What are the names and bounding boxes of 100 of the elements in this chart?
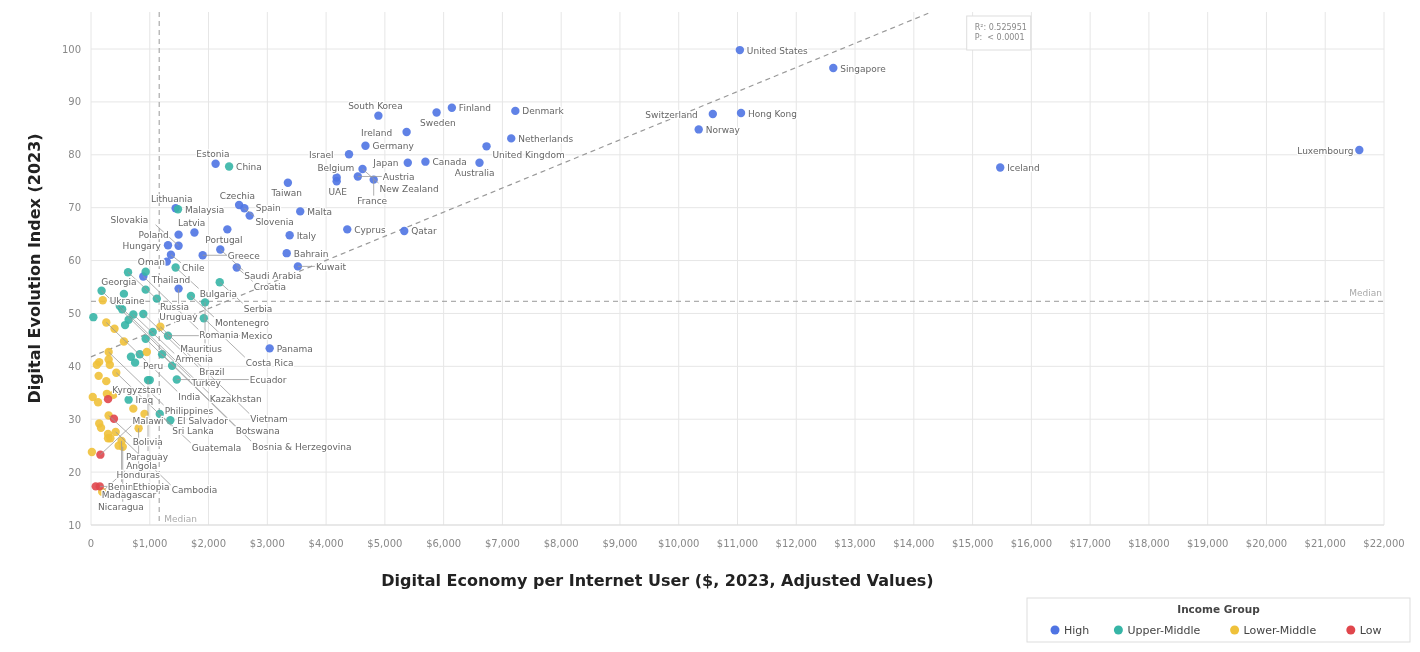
annotation: Mexico — [240, 331, 273, 342]
annotation: Brazil — [199, 367, 225, 378]
annotation: France — [357, 196, 388, 207]
annotation: Singapore — [840, 63, 887, 74]
ref-line-label: Median — [1349, 288, 1382, 299]
x-tick-label: $12,000 — [775, 538, 817, 549]
annotation: Turkey — [190, 378, 222, 389]
annotation: Denmark — [522, 106, 565, 117]
annotation: Austria — [382, 171, 415, 182]
legend-label: Low — [1359, 624, 1382, 637]
annotation: Serbia — [243, 303, 273, 314]
annotation: Cyprus — [354, 224, 386, 235]
annotation: Panama — [276, 343, 313, 354]
annotation: Cambodia — [171, 485, 218, 496]
annotation: Romania — [199, 329, 239, 340]
x-tick-label: $15,000 — [951, 538, 994, 549]
x-tick-label: $9,000 — [602, 538, 638, 549]
annotation: Bulgaria — [199, 288, 237, 299]
x-tick-label: $17,000 — [1069, 538, 1111, 549]
annotation: Estonia — [196, 149, 230, 160]
annotation: Malawi — [132, 416, 164, 427]
x-tick-label: 0 — [87, 538, 95, 549]
annotation: Ukraine — [109, 295, 145, 306]
annotation: Luxembourg — [1297, 145, 1354, 156]
x-tick-label: $4,000 — [308, 538, 344, 549]
annotation: Bolivia — [132, 437, 163, 448]
y-tick-label: 40 — [68, 360, 81, 372]
annotation: R²: 0.525951 — [974, 23, 1027, 32]
annotation: Canada — [432, 157, 467, 168]
annotation: Malta — [307, 206, 333, 217]
annotation: Malaysia — [184, 204, 225, 215]
x-tick-label: $1,000 — [132, 538, 168, 549]
legend-label: Upper-Middle — [1127, 624, 1201, 637]
x-tick-label: $10,000 — [658, 538, 700, 549]
annotation: Spain — [255, 203, 281, 214]
x-tick-label: $5,000 — [367, 538, 403, 549]
annotation: Saudi Arabia — [244, 270, 302, 281]
annotation: Slovenia — [255, 216, 294, 227]
legend-title: Income Group — [1177, 603, 1261, 615]
annotation: Portugal — [205, 234, 243, 245]
annotation: Australia — [454, 168, 495, 179]
annotation: South Korea — [348, 101, 403, 112]
annotation: China — [236, 161, 262, 172]
y-tick-label: 20 — [68, 466, 81, 478]
annotation: Qatar — [411, 226, 437, 237]
annotation: India — [178, 391, 201, 402]
x-tick-label: $19,000 — [1187, 538, 1229, 549]
annotation: Iceland — [1007, 162, 1040, 173]
x-tick-label: $14,000 — [893, 538, 935, 549]
annotation: Paraguay — [126, 451, 169, 462]
annotation: Armenia — [175, 354, 214, 365]
annotation: Mauritius — [180, 343, 223, 354]
annotation: Kazakhstan — [209, 393, 262, 404]
annotation: Israel — [309, 149, 334, 160]
annotation: Taiwan — [270, 188, 302, 199]
annotation: Greece — [227, 250, 261, 261]
x-axis-title: Digital Economy per Internet User ($, 2023, Adjusted Values) — [381, 571, 934, 590]
annotation: Japan — [372, 158, 399, 169]
annotation: P: < 0.0001 — [974, 33, 1025, 42]
annotation: Chile — [181, 263, 205, 274]
annotation: Belgium — [317, 163, 355, 174]
ref-line-label: Median — [164, 514, 197, 524]
x-tick-label: $16,000 — [1010, 538, 1053, 549]
annotation: Thailand — [150, 275, 191, 286]
y-tick-label: 70 — [68, 202, 81, 214]
annotation: Croatia — [253, 281, 287, 292]
x-tick-label: $2,000 — [191, 538, 227, 549]
y-tick-label: 10 — [68, 519, 81, 531]
annotation: Latvia — [177, 218, 206, 229]
x-tick-label: $11,000 — [716, 538, 759, 549]
annotation: Kyrgyzstan — [112, 384, 162, 395]
y-axis-title: Digital Evolution Index (2023) — [25, 133, 44, 404]
legend-label: High — [1064, 624, 1090, 637]
annotation: Bahrain — [293, 248, 329, 259]
annotation: Hong Kong — [748, 108, 797, 119]
x-tick-label: $6,000 — [426, 538, 462, 549]
y-tick-label: 100 — [61, 43, 81, 55]
y-tick-label: 80 — [68, 149, 81, 161]
x-tick-label: $22,000 — [1363, 538, 1405, 549]
annotation: Sweden — [420, 117, 456, 128]
annotation: Finland — [458, 103, 492, 114]
annotation: Peru — [143, 361, 164, 372]
legend-label: Lower-Middle — [1243, 624, 1317, 637]
annotation: Georgia — [101, 277, 137, 288]
annotation: Ecuador — [249, 375, 287, 386]
annotation: Russia — [160, 301, 189, 312]
annotation: Norway — [705, 124, 741, 135]
annotation: Guatemala — [191, 443, 242, 454]
y-tick-label: 50 — [68, 307, 81, 319]
annotation: Botswana — [235, 426, 280, 437]
annotation: Uruguay — [159, 312, 199, 323]
annotation: Ireland — [361, 127, 393, 138]
y-tick-label: 60 — [68, 255, 81, 267]
annotation: UAE — [328, 186, 348, 197]
annotation: Italy — [296, 230, 317, 241]
annotation: Slovakia — [110, 215, 149, 226]
annotation: Vietnam — [250, 414, 288, 425]
annotation: Germany — [372, 141, 415, 152]
annotation: New Zealand — [379, 183, 439, 194]
x-tick-label: $7,000 — [484, 538, 520, 549]
